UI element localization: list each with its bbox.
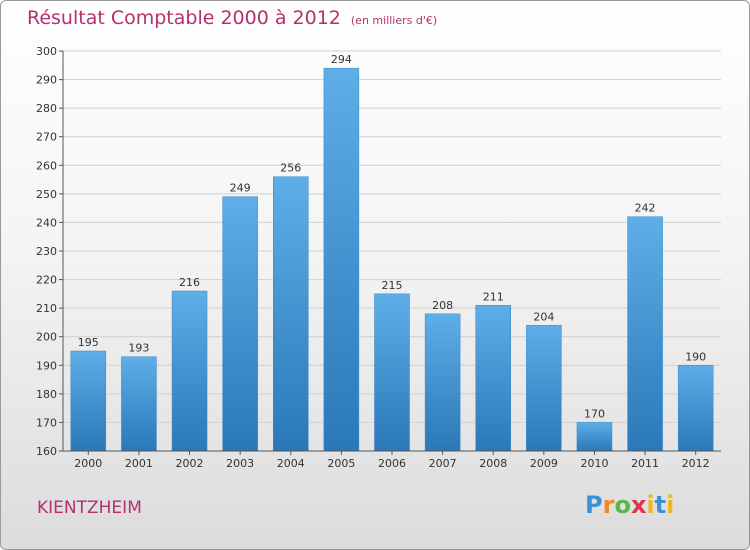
data-label: 216 bbox=[179, 276, 200, 289]
x-tick-label: 2000 bbox=[74, 457, 102, 470]
chart-subtitle: (en milliers d'€) bbox=[350, 14, 438, 27]
proxiti-logo: Proxiti bbox=[585, 491, 675, 519]
x-tick-label: 2001 bbox=[125, 457, 153, 470]
data-label: 211 bbox=[483, 290, 504, 303]
data-label: 242 bbox=[635, 202, 656, 215]
y-tick-label: 240 bbox=[36, 216, 57, 229]
y-tick-label: 290 bbox=[36, 74, 57, 87]
x-tick-label: 2007 bbox=[429, 457, 457, 470]
bar bbox=[526, 325, 562, 452]
x-tick-label: 2003 bbox=[226, 457, 254, 470]
data-label: 256 bbox=[280, 162, 301, 175]
x-tick-label: 2005 bbox=[327, 457, 355, 470]
x-tick-label: 2012 bbox=[682, 457, 710, 470]
y-tick-label: 200 bbox=[36, 331, 57, 344]
bar bbox=[222, 196, 258, 452]
data-label: 204 bbox=[533, 310, 554, 323]
data-label: 195 bbox=[78, 336, 99, 349]
x-tick-label: 2004 bbox=[277, 457, 305, 470]
y-tick-label: 280 bbox=[36, 102, 57, 115]
data-label: 193 bbox=[128, 342, 149, 355]
bar bbox=[70, 350, 107, 452]
bar bbox=[323, 67, 360, 452]
bar bbox=[475, 305, 511, 452]
y-tick-label: 180 bbox=[36, 388, 57, 401]
data-label: 170 bbox=[584, 407, 605, 420]
y-tick-label: 190 bbox=[36, 359, 57, 372]
y-tick-label: 210 bbox=[36, 302, 57, 315]
data-label: 190 bbox=[685, 350, 706, 363]
y-tick-label: 300 bbox=[36, 45, 57, 58]
x-tick-label: 2009 bbox=[530, 457, 558, 470]
bar bbox=[374, 293, 410, 452]
y-tick-label: 270 bbox=[36, 131, 57, 144]
y-tick-label: 230 bbox=[36, 245, 57, 258]
y-tick-label: 220 bbox=[36, 274, 57, 287]
axes: 160 170 180 190 200 210 220 230 240 250 260 270 280 2… bbox=[36, 45, 721, 470]
bar bbox=[677, 365, 714, 452]
bar bbox=[171, 290, 208, 452]
commune-name: KIENTZHEIM bbox=[37, 498, 142, 518]
bar bbox=[121, 356, 157, 452]
x-tick-label: 2011 bbox=[631, 457, 659, 470]
y-tick-label: 260 bbox=[36, 159, 57, 172]
x-tick-label: 2008 bbox=[479, 457, 507, 470]
chart-title-text: Résultat Comptable 2000 à 2012 bbox=[27, 7, 341, 29]
y-tick-label: 170 bbox=[36, 416, 57, 429]
bar bbox=[627, 216, 663, 452]
chart-title: Résultat Comptable 2000 à 2012 (en millie… bbox=[27, 7, 437, 29]
x-tick-label: 2006 bbox=[378, 457, 406, 470]
y-tick-label: 160 bbox=[36, 445, 57, 458]
x-tick-label: 2002 bbox=[176, 457, 204, 470]
data-label: 208 bbox=[432, 299, 453, 312]
bar bbox=[273, 176, 309, 452]
bars: 195 193 216 249 256 294 215 208 211 204 170 242 190 bbox=[70, 53, 714, 452]
y-tick-label: 250 bbox=[36, 188, 57, 201]
x-tick-label: 2010 bbox=[580, 457, 608, 470]
data-label: 294 bbox=[331, 53, 352, 66]
bar bbox=[576, 422, 613, 452]
bar bbox=[424, 313, 461, 452]
data-label: 215 bbox=[382, 279, 403, 292]
data-label: 249 bbox=[230, 182, 251, 195]
